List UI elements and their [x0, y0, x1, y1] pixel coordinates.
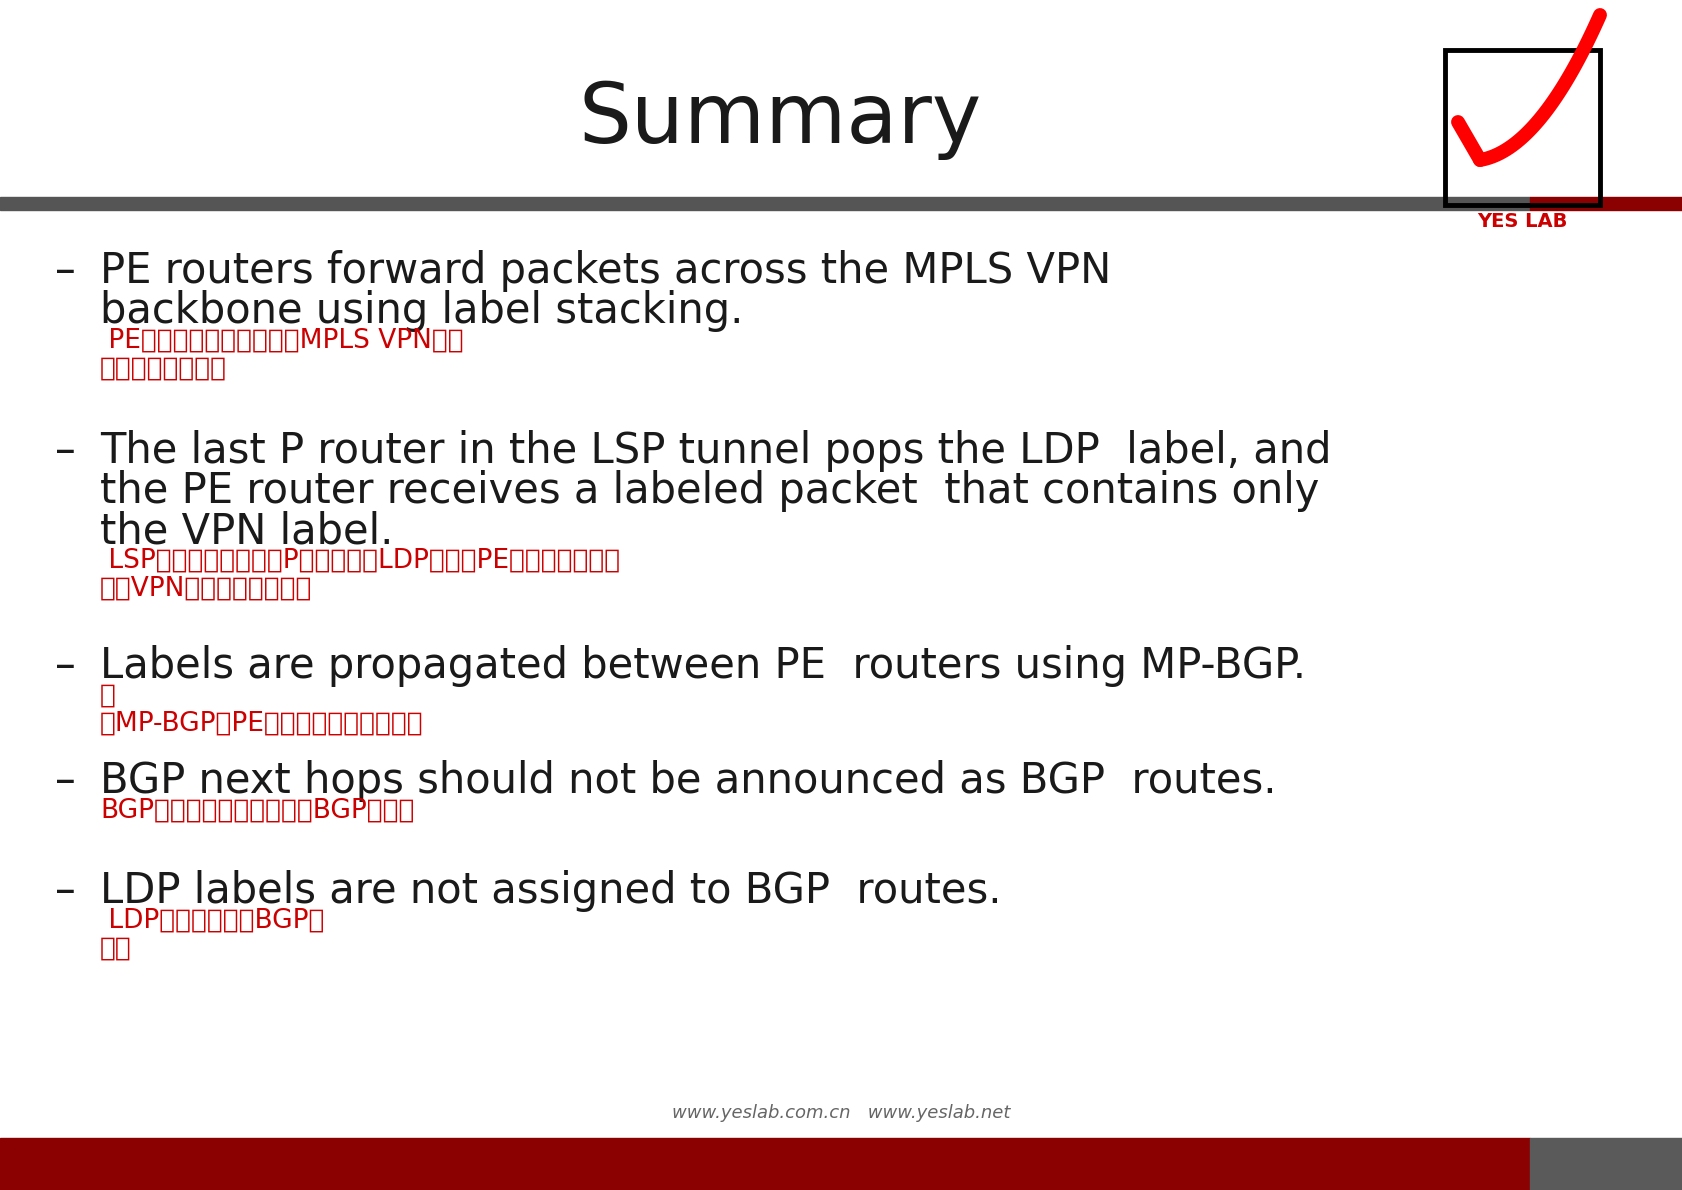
Text: –: – [56, 250, 76, 292]
Text: the VPN label.: the VPN label. [99, 511, 394, 552]
Text: Summary: Summary [579, 80, 981, 161]
Text: 包含VPN标签的标签报文。: 包含VPN标签的标签报文。 [99, 576, 313, 602]
Text: www.yeslab.com.cn   www.yeslab.net: www.yeslab.com.cn www.yeslab.net [671, 1104, 1009, 1122]
Text: BGP next hops should not be announced as BGP  routes.: BGP next hops should not be announced as… [99, 760, 1275, 802]
Text: –: – [56, 645, 76, 687]
Bar [1529, 198, 1682, 209]
Text: –: – [56, 430, 76, 472]
Text: 用MP-BGP在PE路由器之间传播标签。: 用MP-BGP在PE路由器之间传播标签。 [99, 710, 424, 737]
Bar [1529, 1138, 1682, 1190]
Text: YES LAB: YES LAB [1475, 212, 1566, 231]
Text: LDP标签未分配给BGP路: LDP标签未分配给BGP路 [99, 908, 325, 934]
Text: Labels are propagated between PE  routers using MP-BGP.: Labels are propagated between PE routers… [99, 645, 1305, 687]
Bar [0, 1138, 1529, 1190]
Bar [0, 198, 1529, 209]
Text: backbone using label stacking.: backbone using label stacking. [99, 290, 743, 332]
Text: BGP下一跳不应该被公布为BGP路由。: BGP下一跳不应该被公布为BGP路由。 [99, 798, 414, 823]
Text: –: – [56, 760, 76, 802]
Text: The last P router in the LSP tunnel pops the LDP  label, and: The last P router in the LSP tunnel pops… [99, 430, 1330, 472]
Text: LDP labels are not assigned to BGP  routes.: LDP labels are not assigned to BGP route… [99, 870, 1001, 912]
Text: PE路由器使用标签堆叠在MPLS VPN骨干: PE路由器使用标签堆叠在MPLS VPN骨干 [99, 328, 463, 353]
Text: PE routers forward packets across the MPLS VPN: PE routers forward packets across the MP… [99, 250, 1110, 292]
Text: 使: 使 [99, 683, 116, 709]
Text: LSP隧道中的最后一个P路由器弹出LDP标签，PE路由器接收到只: LSP隧道中的最后一个P路由器弹出LDP标签，PE路由器接收到只 [99, 549, 619, 574]
Text: –: – [56, 870, 76, 912]
Text: 由。: 由。 [99, 937, 131, 962]
Bar [1445, 50, 1600, 205]
Text: 网上转发数据包。: 网上转发数据包。 [99, 356, 227, 382]
Text: the PE router receives a labeled packet  that contains only: the PE router receives a labeled packet … [99, 470, 1319, 512]
